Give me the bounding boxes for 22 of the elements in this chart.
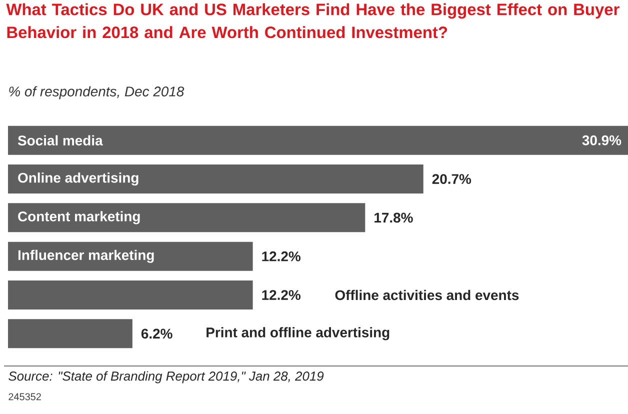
chart-subtitle: % of respondents, Dec 2018 [9,86,184,100]
bar [8,242,253,271]
text: 245352 [8,393,41,400]
bar [8,203,366,232]
data-label: 30.9% [582,135,622,146]
data-label: 12.2% [262,251,300,262]
bar [8,319,132,348]
y-tick-label: Print and offline advertising [206,327,390,340]
data-label: 12.2% [262,290,300,300]
data-label: 20.7% [432,174,472,184]
y-tick-label: Online advertising [18,172,138,186]
data-label: 6.2% [141,328,172,339]
y-tick-label: Influencer marketing [18,250,154,263]
y-tick-label: Content marketing [18,211,140,224]
y-tick-label: Offline activities and events [335,290,519,300]
bar [8,280,253,310]
bar [8,126,628,155]
source-note: Source: "State of Branding Report 2019," Jan 28, 2019 [8,371,324,384]
chart-title: What Tactics Do UK and US Marketers Find Have the Biggest Effect on Buyer Behavior in 2018 and Are Worth Continued Investment? [6,3,620,38]
bar [8,164,424,194]
data-label: 17.8% [374,212,413,223]
y-tick-label: Social media [18,135,103,146]
